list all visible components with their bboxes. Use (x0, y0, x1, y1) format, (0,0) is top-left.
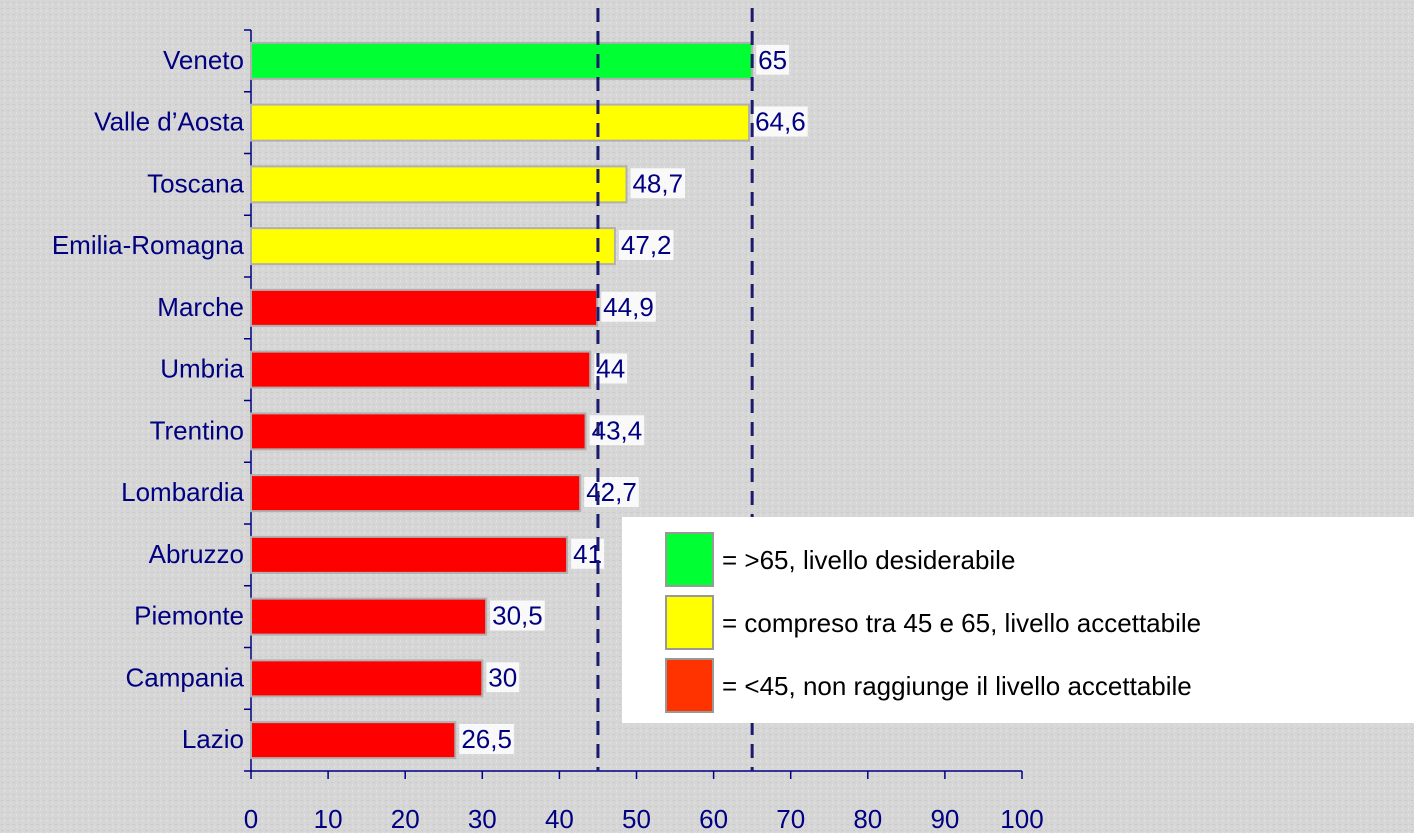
category-label: Emilia-Romagna (52, 230, 245, 260)
legend-label: = >65, livello desiderabile (722, 545, 1015, 575)
bar (250, 412, 587, 451)
category-label: Toscana (147, 168, 244, 198)
category-label: Abruzzo (149, 539, 244, 569)
legend-swatch (665, 658, 714, 713)
legend-label: = <45, non raggiunge il livello accettab… (722, 671, 1192, 701)
bar (250, 165, 628, 204)
legend-box (622, 517, 1414, 723)
bar (250, 350, 592, 389)
x-tick-label: 90 (930, 804, 959, 833)
value-label: 47,2 (621, 230, 672, 260)
legend-label: = compreso tra 45 e 65, livello accettab… (722, 608, 1201, 638)
bar (250, 227, 616, 266)
category-label: Lombardia (121, 477, 244, 507)
bar (250, 41, 754, 80)
bar (250, 474, 582, 513)
value-label-bg (753, 106, 808, 137)
category-label: Veneto (163, 45, 244, 75)
value-label: 42,7 (586, 477, 637, 507)
bar (250, 721, 457, 760)
category-label: Lazio (182, 724, 244, 754)
value-label: 64,6 (755, 107, 806, 137)
legend-swatch (665, 532, 714, 587)
value-label-bg (601, 291, 656, 322)
category-label: Marche (157, 292, 244, 322)
category-label: Umbria (160, 354, 244, 384)
bar (250, 103, 751, 142)
x-tick-label: 30 (468, 804, 497, 833)
bar (250, 597, 488, 636)
x-tick-label: 60 (699, 804, 728, 833)
category-label: Piemonte (134, 601, 244, 631)
value-label-bg (594, 353, 628, 384)
value-label-bg (630, 168, 686, 199)
x-tick-label: 100 (1000, 804, 1043, 833)
value-label: 48,7 (632, 168, 683, 198)
value-label-bg (490, 600, 545, 631)
x-tick-label: 10 (314, 804, 343, 833)
value-label-bg (584, 477, 639, 507)
x-tick-label: 50 (622, 804, 651, 833)
x-tick-label: 40 (545, 804, 574, 833)
value-label: 44,9 (603, 292, 654, 322)
x-tick-label: 20 (391, 804, 420, 833)
x-tick-label: 80 (853, 804, 882, 833)
value-label: 30,5 (492, 601, 543, 631)
category-label: Valle d’Aosta (94, 107, 244, 137)
value-label-bg (756, 44, 790, 75)
x-tick-label: 0 (244, 804, 258, 833)
value-label: 30 (488, 662, 517, 692)
value-label: 43,4 (592, 415, 643, 445)
value-label: 44 (596, 354, 625, 384)
bar (250, 659, 484, 698)
x-tick-label: 70 (776, 804, 805, 833)
category-label: Trentino (150, 415, 244, 445)
legend-swatch (665, 595, 714, 650)
value-label-bg (459, 724, 514, 754)
value-label: 26,5 (461, 724, 512, 754)
bar (250, 535, 569, 574)
category-label: Campania (125, 662, 244, 692)
value-label-bg (618, 230, 674, 260)
bar (250, 288, 599, 327)
value-label-bg (486, 662, 520, 693)
value-label: 65 (758, 45, 787, 75)
